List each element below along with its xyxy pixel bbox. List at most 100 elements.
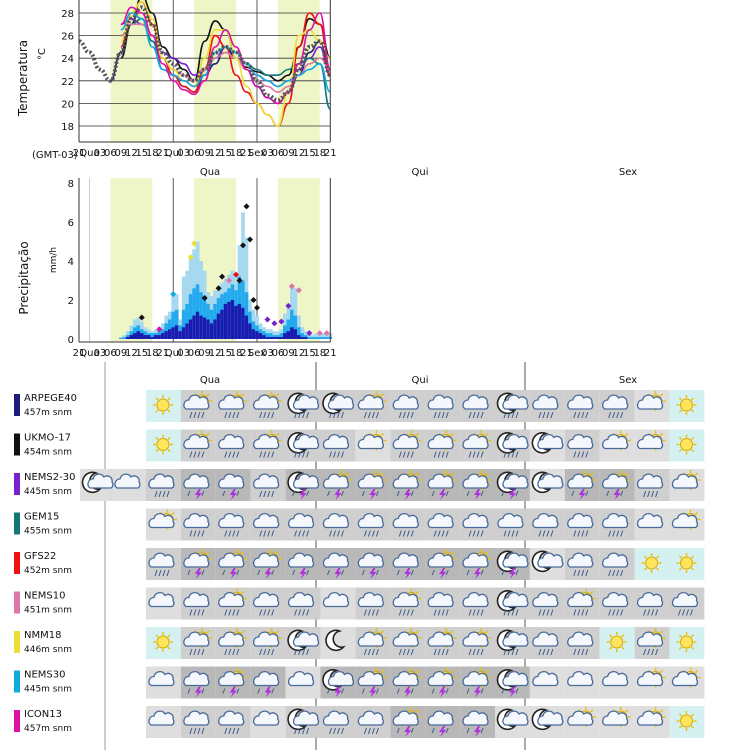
cloud-icon [392,513,419,529]
rain-drop [341,688,344,694]
rain-drop [573,648,577,656]
lightning-icon [194,568,202,579]
sun-ray [485,551,489,555]
rain-drop [294,727,298,735]
sun-ray [380,393,384,397]
rain-drop [263,648,267,656]
precipitation-bar [269,333,273,339]
precipitation-bar [209,323,214,339]
cloud-icon [462,552,489,568]
precipitation-point [233,271,240,278]
temperature-unit: °C [37,48,48,60]
rain-drop [228,530,232,537]
sun-icon [680,714,693,728]
sun-ray [450,551,454,555]
cloud-icon [602,473,629,489]
cloud-icon [322,513,350,529]
rain-drop [410,648,414,656]
rain-drop [306,609,310,616]
rain-drop [433,530,437,537]
rain-drop [686,609,689,616]
rain-drop [511,530,515,537]
precipitation-point [264,316,271,323]
rain-drop [232,609,236,616]
precipitation-ylabel: Precipitação [17,241,31,314]
precipitation-point [138,314,145,321]
cloud-icon [462,592,489,608]
lightning-icon [439,686,447,698]
model-name: NEMS10 [24,591,66,602]
sun-ray [590,590,594,595]
rain-drop [189,609,193,616]
lightning-icon [474,489,482,500]
cloud-icon [357,592,384,608]
rain-drop [402,609,406,616]
rain-drop [398,411,402,419]
cloud-icon [497,513,524,529]
rain-drop [337,530,340,537]
sun-ray [241,669,245,674]
rain-drop [445,569,449,576]
sun-ray [380,630,384,634]
rain-drop [267,648,271,656]
rain-drop [410,727,414,734]
x-tick-label: 21 [324,148,337,159]
rain-drop [193,451,197,458]
sun-icon [680,398,693,412]
sun-ray [690,436,695,441]
rain-drop [367,530,371,537]
x-tick-label: 18 [146,348,159,359]
rain-drop [585,490,589,497]
sun-ray [167,634,171,638]
precipitation-bar [185,303,190,339]
rain-drop [507,411,511,419]
precipitation-bar [164,331,169,339]
cloud-icon [671,473,699,489]
rain-drop [361,688,365,694]
rain-drop [306,451,310,458]
precipitation-bar [119,338,123,339]
cloud-icon [253,513,280,529]
rain-drop [402,530,406,537]
precipitation-bar [230,300,235,339]
rain-drop [222,688,226,694]
y-tick-label: 2 [68,296,74,307]
sun-ray [621,646,625,650]
sun-ray [660,630,664,634]
rain-drop [271,688,275,694]
x-tick-label: 21 [324,348,337,359]
cloud-icon [637,513,664,529]
cloud-icon [327,671,355,687]
cloud-icon [218,552,245,568]
rain-drop [201,530,205,537]
rain-drop [236,530,240,537]
precipitation-point [247,236,254,243]
sun-ray [415,630,419,634]
precipitation-point [156,326,163,333]
rain-drop [187,490,191,497]
lightning-icon [229,489,237,500]
rain-drop [197,411,201,419]
rain-drop [466,490,470,497]
rain-drop [608,609,612,616]
cloud-icon [183,631,210,647]
cloud-icon [502,631,529,647]
rain-drop [431,490,435,497]
rain-drop [257,688,261,694]
precipitation-point [191,240,198,247]
cloud-icon [637,473,664,489]
precipitation-bar [300,333,305,339]
y-tick-label: 20 [61,99,74,110]
sun-ray [678,567,683,571]
cloud-icon [148,671,175,687]
precipitation-bar [129,335,134,339]
precipitation-points [138,203,330,337]
lightning-icon [299,568,307,579]
cloud-icon [392,394,419,410]
precipitation-bar [269,337,273,339]
sun-ray [678,713,683,717]
model-color-swatch [14,394,20,416]
rain-drop [298,451,302,458]
cloud-icon [567,710,594,726]
precipitation-bar [293,315,298,339]
